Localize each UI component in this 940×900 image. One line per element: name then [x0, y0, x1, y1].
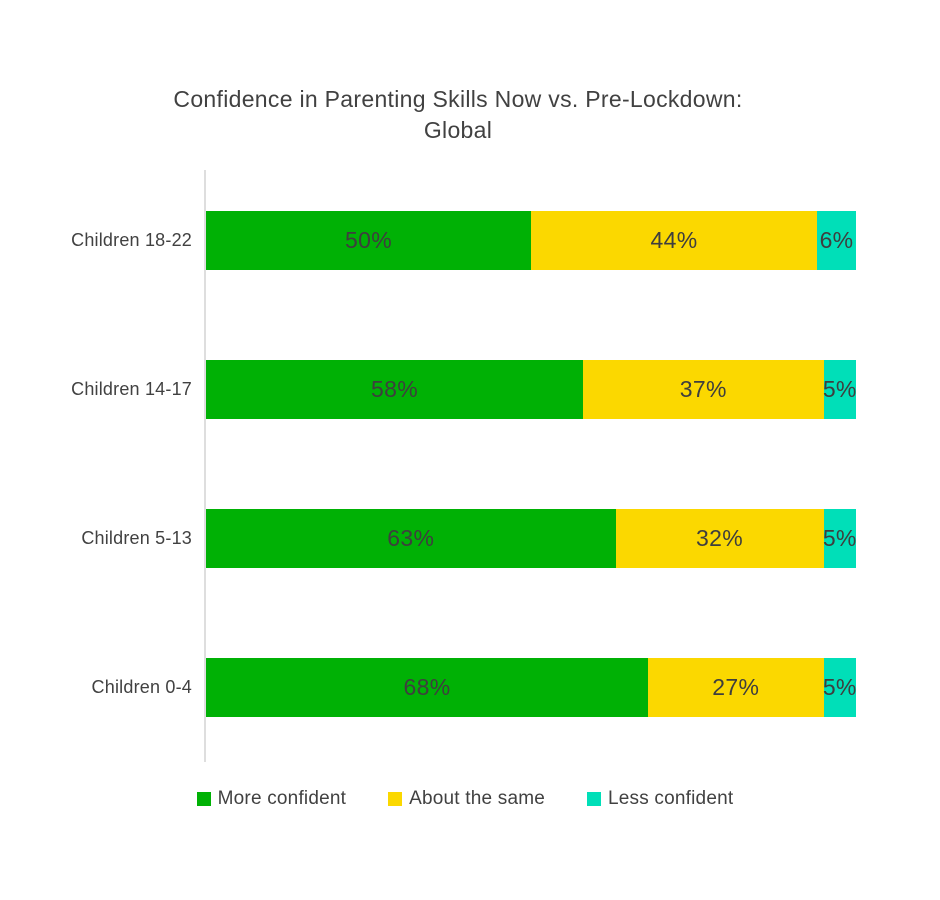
legend-item-about-the-same: About the same [388, 788, 545, 810]
chart-title: Confidence in Parenting Skills Now vs. P… [0, 84, 916, 146]
bar-segment-more-confident: 58% [206, 360, 583, 419]
bar-segment-less-confident: 6% [817, 211, 856, 270]
data-label: 63% [387, 525, 435, 551]
category-label: Children 0-4 [91, 677, 192, 697]
data-label: 50% [345, 227, 392, 253]
bar-segment-more-confident: 63% [206, 509, 616, 568]
legend-swatch-icon [388, 792, 403, 806]
bar-segment-more-confident: 50% [206, 211, 531, 270]
data-label: 27% [712, 674, 760, 700]
bar-segment-less-confident: 5% [822, 658, 857, 717]
legend-item-more-confident: More confident [196, 788, 347, 810]
chart-title-line-1: Confidence in Parenting Skills Now vs. P… [173, 86, 743, 112]
bar-segment-less-confident: 5% [822, 509, 857, 568]
bar-segment-less-confident: 5% [822, 360, 857, 419]
bar-row-children-14-17: Children 14-17 58% 37% 5% [71, 360, 857, 419]
legend-item-less-confident: Less confident [587, 788, 733, 810]
bar-segment-about-the-same: 32% [615, 509, 824, 568]
chart-title-line-2: Global [423, 117, 493, 143]
data-label: 58% [371, 376, 418, 402]
bar-segment-about-the-same: 44% [531, 211, 817, 270]
data-label: 5% [822, 376, 857, 402]
legend-label: About the same [409, 788, 546, 809]
data-label: 32% [696, 525, 743, 551]
bar-row-children-0-4: Children 0-4 68% 27% 5% [92, 658, 857, 717]
data-label: 5% [822, 674, 857, 700]
data-label: 44% [650, 227, 698, 253]
data-label: 5% [822, 525, 857, 551]
data-label: 37% [679, 376, 727, 402]
bar-segment-about-the-same: 27% [648, 658, 824, 717]
bar-row-children-5-13: Children 5-13 63% 32% 5% [81, 509, 857, 568]
category-label: Children 18-22 [71, 230, 192, 250]
data-label: 6% [819, 227, 854, 253]
legend-label: More confident [217, 788, 347, 809]
legend: More confident About the same Less confide… [0, 788, 930, 810]
y-axis-line [204, 170, 206, 762]
bar-segment-about-the-same: 37% [583, 360, 824, 419]
category-label: Children 5-13 [81, 528, 192, 548]
data-label: 68% [403, 674, 451, 700]
category-label: Children 14-17 [71, 379, 192, 399]
bar-segment-more-confident: 68% [206, 658, 648, 717]
legend-swatch-icon [587, 792, 602, 806]
plot-area: Children 18-22 50% 44% 6% Children 14-17 58% 3… [71, 211, 857, 717]
legend-swatch-icon [196, 792, 211, 806]
bar-row-children-18-22: Children 18-22 50% 44% 6% [71, 211, 856, 270]
legend-label: Less confident [608, 788, 734, 809]
